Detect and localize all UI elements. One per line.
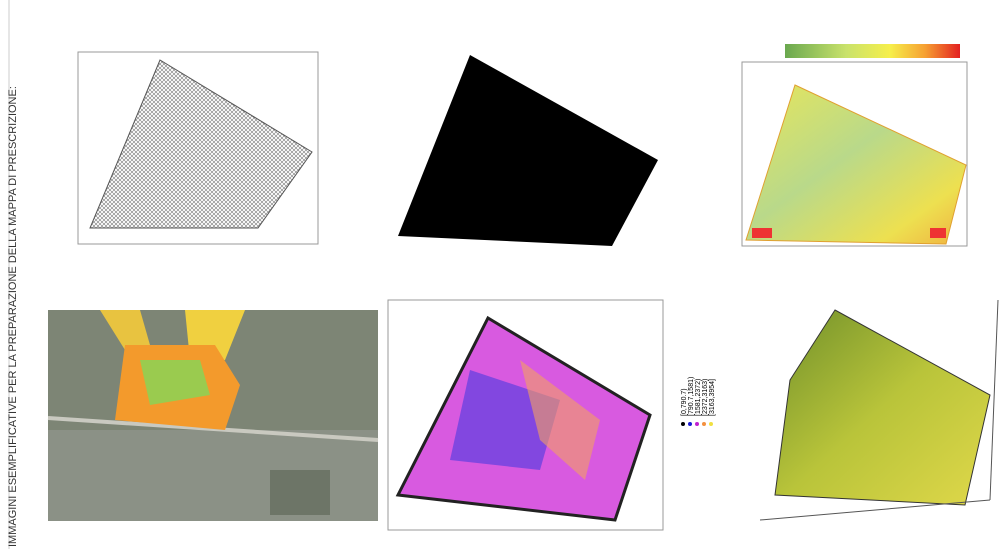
slide: IMMAGINI ESEMPLIFICATIVE PER LA PREPARAZ… xyxy=(0,0,1003,549)
legend-label: [790.7,1581) xyxy=(688,377,695,416)
yield-map xyxy=(742,44,967,246)
class-map xyxy=(388,300,663,530)
legend-label: [3163,3954] xyxy=(709,379,716,416)
legend-label: [1581,2372) xyxy=(695,379,702,416)
point-cloud xyxy=(398,55,658,246)
satellite-image xyxy=(48,310,378,521)
surface-3d xyxy=(760,300,998,520)
grid-plot xyxy=(78,52,318,244)
legend-label: [0,790.7) xyxy=(681,388,688,416)
legend: [0,790.7) [790.7,1581) [1581,2372) [2372… xyxy=(681,377,716,426)
slide-title: IMMAGINI ESEMPLIFICATIVE PER LA PREPARAZ… xyxy=(7,86,19,547)
legend-label: [2372,3163) xyxy=(702,379,709,416)
